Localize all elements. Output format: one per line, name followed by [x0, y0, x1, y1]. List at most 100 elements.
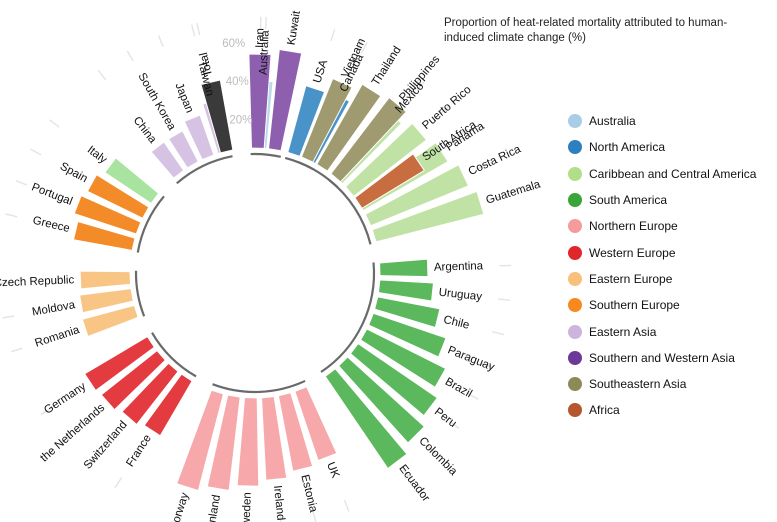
label-sweden: Sweden: [240, 492, 253, 522]
legend-swatch: [568, 350, 582, 365]
label-peru: Peru: [432, 406, 459, 430]
grid-tick: [97, 69, 107, 81]
grid-tick: [488, 196, 500, 202]
grid-tick: [416, 80, 426, 91]
bar-colombia: [337, 356, 426, 444]
grid-tick: [456, 128, 468, 137]
legend-swatch: [568, 140, 582, 155]
label-norway: Norway: [168, 491, 191, 522]
label-costa-rica: Costa Rica: [467, 143, 524, 178]
grid-tick: [475, 163, 488, 171]
legend: Australia North America Caribbean and Cent…: [568, 108, 756, 424]
grid-tick: [264, 16, 267, 29]
grid-tick: [211, 513, 215, 522]
bar-peru: [349, 342, 439, 417]
bar-uk: [294, 386, 338, 462]
legend-item-northern-europe: Northern Europe: [568, 213, 756, 239]
grid-tick: [497, 298, 510, 301]
legend-label: Southern Europe: [589, 298, 680, 313]
group-arc-south-america: [320, 262, 376, 373]
bar-chile: [374, 296, 441, 329]
grid-tick: [467, 392, 479, 400]
grid-tick: [30, 148, 42, 156]
grid-tick: [343, 500, 350, 512]
grid-tick: [157, 35, 164, 47]
label-czech-republic: Czech Republic: [0, 274, 75, 289]
legend-label: Southern and Western Asia: [589, 350, 735, 365]
bar-france: [143, 373, 193, 437]
legend-swatch: [568, 114, 582, 129]
bar-czech-republic: [79, 270, 132, 290]
label-colombia: Colombia: [416, 435, 459, 478]
grid-tick: [330, 29, 336, 41]
legend-swatch: [568, 219, 582, 234]
group-arc-eastern-asia: [176, 155, 233, 185]
label-uk: UK: [324, 461, 341, 481]
group-arc-southeastern-asia: [297, 161, 338, 188]
legend-label: Western Europe: [589, 245, 676, 260]
legend-item-north-america: North America: [568, 134, 756, 160]
bar-spain: [86, 174, 150, 219]
grid-tick: [196, 23, 201, 36]
legend-swatch: [568, 193, 582, 208]
bar-ireland: [261, 395, 288, 481]
legend-item-caribbean-and-central-america: Caribbean and Central America: [568, 161, 756, 187]
radial-ticks: 20% 40% 60%: [222, 38, 252, 126]
legend-label: Northern Europe: [589, 219, 678, 234]
bar-brazil: [359, 328, 447, 389]
label-moldova: Moldova: [31, 299, 76, 319]
group-arc-northern-europe: [212, 379, 306, 394]
label-japan: Japan: [172, 81, 195, 115]
grid-tick: [385, 56, 394, 68]
group-arc-southern-and-western-asia: [250, 152, 281, 158]
legend-item-eastern-asia: Eastern Asia: [568, 318, 756, 344]
bar-thailand: [316, 83, 382, 172]
label-guatemala: Guatemala: [485, 178, 543, 206]
legend-swatch: [568, 324, 582, 339]
group-arc-western-europe: [151, 332, 197, 378]
label-paraguay: Paraguay: [446, 344, 496, 373]
grid-tick: [401, 467, 411, 478]
legend-item-south-america: South America: [568, 187, 756, 213]
legend-label: North America: [589, 140, 666, 155]
legend-label: Caribbean and Central America: [589, 166, 757, 181]
label-portugal: Portugal: [30, 181, 74, 208]
bar-costa-rica: [364, 164, 470, 227]
label-germany: Germany: [42, 380, 88, 416]
bar-ecuador: [324, 368, 408, 470]
label-finland: Finland: [205, 494, 223, 522]
grid-tick: [40, 407, 52, 416]
bar-paraguay: [368, 312, 447, 358]
label-ireland: Ireland: [271, 485, 287, 521]
grid-tick: [448, 420, 460, 429]
grid-tick: [492, 330, 505, 336]
bar-uruguay: [377, 279, 435, 302]
label-brazil: Brazil: [443, 376, 474, 401]
legend-item-southeastern-asia: Southeastern Asia: [568, 371, 756, 397]
legend-item-southern-and-western-asia: Southern and Western Asia: [568, 345, 756, 371]
label-chile: Chile: [442, 314, 470, 332]
bar-south-korea: [167, 130, 199, 169]
grid-tick: [10, 347, 23, 353]
bar-guatemala: [371, 190, 485, 243]
bar-germany: [83, 335, 156, 392]
label-ecuador: Ecuador: [396, 463, 432, 505]
bar-greece: [72, 220, 136, 252]
grid-tick: [190, 24, 196, 37]
label-uruguay: Uruguay: [438, 287, 483, 304]
chart-title: Proportion of heat-related mortality att…: [444, 17, 728, 44]
label-italy: Italy: [85, 144, 109, 166]
grid-tick: [49, 119, 60, 128]
legend-item-western-europe: Western Europe: [568, 239, 756, 265]
label-total: Total: [198, 51, 215, 77]
grid-tick: [2, 315, 15, 319]
legend-label: Eastern Asia: [589, 324, 657, 339]
bars: [72, 48, 485, 492]
grid-tick: [5, 213, 18, 218]
bar-finland: [206, 394, 241, 492]
grid-ticks: [0, 16, 512, 522]
bar-estonia: [277, 392, 314, 472]
label-romania: Romania: [34, 324, 82, 350]
bar-moldova: [78, 288, 134, 314]
